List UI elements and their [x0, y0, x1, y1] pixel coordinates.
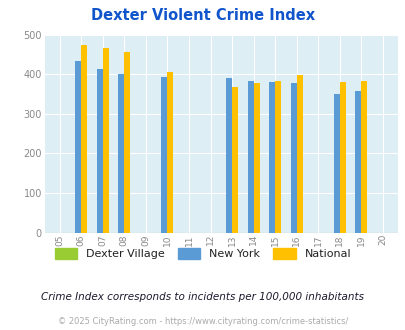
- Bar: [360, 82, 367, 233]
- Bar: [81, 45, 87, 233]
- Bar: [247, 81, 253, 233]
- Bar: [226, 78, 232, 233]
- Bar: [232, 87, 237, 233]
- Bar: [75, 61, 81, 233]
- Bar: [269, 82, 275, 233]
- Bar: [253, 83, 259, 233]
- Legend: Dexter Village, New York, National: Dexter Village, New York, National: [50, 244, 355, 263]
- Bar: [161, 77, 167, 233]
- Bar: [333, 94, 339, 233]
- Bar: [102, 48, 109, 233]
- Bar: [275, 81, 280, 233]
- Bar: [296, 75, 302, 233]
- Bar: [339, 82, 345, 233]
- Bar: [354, 91, 360, 233]
- Bar: [96, 69, 102, 233]
- Bar: [118, 74, 124, 233]
- Bar: [290, 83, 296, 233]
- Text: © 2025 CityRating.com - https://www.cityrating.com/crime-statistics/: © 2025 CityRating.com - https://www.city…: [58, 317, 347, 326]
- Bar: [124, 52, 130, 233]
- Text: Crime Index corresponds to incidents per 100,000 inhabitants: Crime Index corresponds to incidents per…: [41, 292, 364, 302]
- Text: Dexter Violent Crime Index: Dexter Violent Crime Index: [91, 8, 314, 23]
- Bar: [167, 72, 173, 233]
